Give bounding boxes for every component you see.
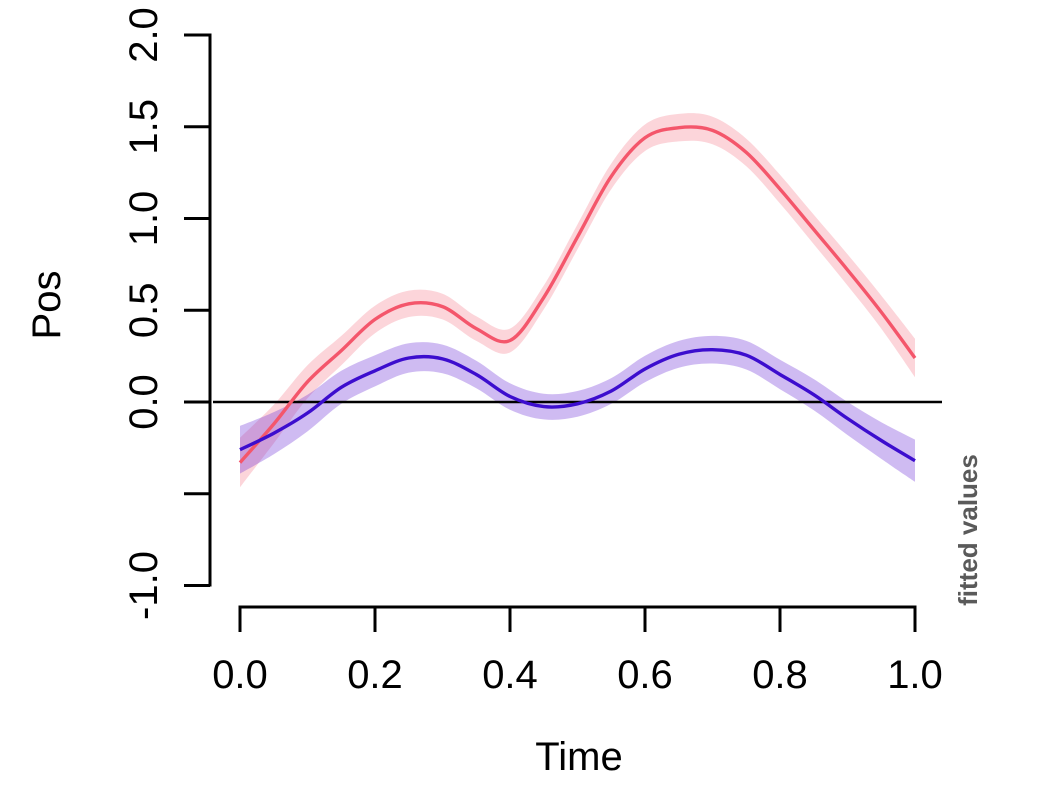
x-tick-label: 0.6 — [617, 653, 673, 697]
x-tick-label: 0.0 — [212, 653, 268, 697]
y-tick-label: 2.0 — [122, 7, 166, 63]
series-blue-line — [239, 347, 916, 463]
y-tick-label: -1.0 — [122, 551, 166, 620]
series-blue-confidence-band — [240, 335, 915, 482]
y-tick-label: 0.0 — [122, 374, 166, 430]
x-tick-label: 0.8 — [752, 653, 808, 697]
right-margin-label: fitted values — [952, 454, 983, 606]
y-tick-label: 0.5 — [122, 282, 166, 338]
x-tick-label: 1.0 — [887, 653, 943, 697]
x-axis-title: Time — [535, 734, 623, 779]
y-tick-label: 1.5 — [122, 99, 166, 155]
series-red-line — [238, 125, 917, 464]
x-tick-label: 0.2 — [347, 653, 403, 697]
series-red-confidence-band — [240, 113, 915, 488]
x-tick-label: 0.4 — [482, 653, 538, 697]
y-tick-label: 1.0 — [122, 191, 166, 247]
y-axis-title: Pos — [24, 270, 69, 340]
